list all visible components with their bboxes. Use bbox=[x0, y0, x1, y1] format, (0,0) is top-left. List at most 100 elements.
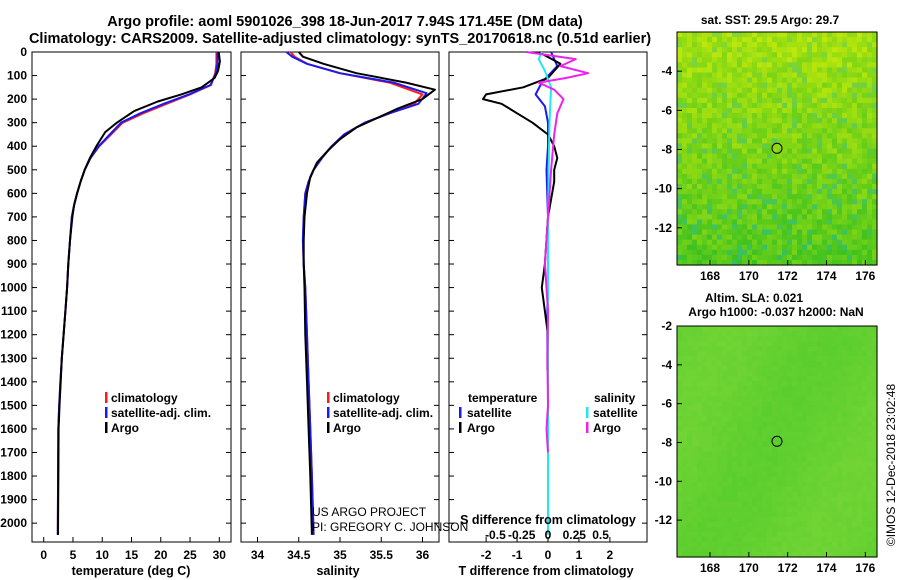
map-cell bbox=[867, 401, 873, 407]
map-cell bbox=[822, 209, 828, 215]
map-cell bbox=[867, 158, 873, 165]
map-cell bbox=[807, 249, 813, 256]
map-cell bbox=[717, 153, 723, 160]
map-cell bbox=[842, 341, 848, 347]
map-cell bbox=[747, 209, 753, 215]
map-cell bbox=[742, 456, 748, 463]
sla-map-title-line2: Argo h1000: -0.037 h2000: NaN bbox=[688, 305, 863, 319]
map-cell bbox=[732, 204, 738, 210]
map-cell bbox=[817, 456, 823, 463]
map-cell bbox=[792, 133, 798, 139]
map-cell bbox=[822, 376, 828, 382]
map-cell bbox=[832, 456, 838, 463]
map-cell bbox=[797, 401, 803, 407]
map-cell bbox=[832, 254, 838, 261]
map-cell bbox=[717, 77, 723, 84]
map-cell bbox=[867, 254, 873, 261]
map-cell bbox=[827, 168, 833, 175]
map-cell bbox=[827, 486, 833, 493]
map-cell bbox=[707, 229, 713, 236]
map-cell bbox=[807, 336, 813, 342]
map-cell bbox=[812, 461, 818, 468]
map-cell bbox=[852, 406, 858, 412]
map-cell bbox=[722, 486, 728, 493]
map-cell bbox=[842, 113, 848, 119]
map-cell bbox=[732, 168, 738, 175]
map-cell bbox=[802, 541, 808, 548]
map-cell bbox=[842, 536, 848, 543]
map-cell bbox=[742, 92, 748, 99]
map-cell bbox=[717, 521, 723, 528]
map-cell bbox=[807, 118, 813, 124]
map-cell bbox=[857, 148, 863, 155]
map-cell bbox=[742, 239, 748, 246]
map-cell bbox=[757, 158, 763, 165]
map-cell bbox=[702, 331, 708, 337]
map-cell bbox=[847, 446, 853, 453]
map-cell bbox=[772, 143, 778, 150]
map-cell bbox=[727, 214, 733, 221]
map-cell bbox=[737, 173, 743, 180]
map-cell bbox=[862, 92, 868, 99]
map-cell bbox=[727, 229, 733, 236]
map-cell bbox=[692, 481, 698, 488]
map-cell bbox=[847, 102, 853, 109]
map-cell bbox=[862, 471, 868, 478]
map-cell bbox=[842, 346, 848, 352]
map-cell bbox=[842, 441, 848, 448]
map-cell bbox=[837, 381, 843, 387]
map-cell bbox=[692, 341, 698, 347]
map-cell bbox=[852, 183, 858, 190]
map-cell bbox=[847, 87, 853, 94]
map-cell bbox=[717, 47, 723, 53]
map-cell bbox=[817, 158, 823, 165]
map-cell bbox=[692, 396, 698, 402]
map-cell bbox=[847, 366, 853, 372]
map-cell bbox=[797, 496, 803, 503]
series-line-satellite-adj-clim- bbox=[285, 51, 428, 535]
map-cell bbox=[782, 123, 788, 129]
map-cell bbox=[802, 138, 808, 145]
map-cell bbox=[857, 189, 863, 195]
map-cell bbox=[792, 426, 798, 433]
legend-label-s-argo: Argo bbox=[593, 421, 621, 435]
map-cell bbox=[782, 128, 788, 134]
map-cell bbox=[687, 356, 693, 362]
map-cell bbox=[717, 32, 723, 38]
map-cell bbox=[832, 361, 838, 367]
map-cell bbox=[692, 546, 698, 553]
map-cell bbox=[692, 441, 698, 448]
map-cell bbox=[707, 199, 713, 205]
map-cell bbox=[702, 143, 708, 150]
map-cell bbox=[712, 214, 718, 221]
map-cell bbox=[792, 431, 798, 438]
map-cell bbox=[687, 37, 693, 43]
map-cell bbox=[822, 431, 828, 438]
map-cell bbox=[717, 516, 723, 523]
map-cell bbox=[802, 249, 808, 256]
map-cell bbox=[762, 461, 768, 468]
map-cell bbox=[812, 37, 818, 43]
map-cell bbox=[692, 376, 698, 382]
map-cell bbox=[772, 194, 778, 200]
map-cell bbox=[792, 148, 798, 155]
map-cell bbox=[687, 541, 693, 548]
map-cell bbox=[837, 356, 843, 362]
map-cell bbox=[807, 326, 813, 332]
map-cell bbox=[822, 254, 828, 261]
map-cell bbox=[707, 102, 713, 109]
map-cell bbox=[797, 546, 803, 553]
map-cell bbox=[702, 118, 708, 124]
map-cell bbox=[762, 92, 768, 99]
map-cell bbox=[767, 476, 773, 483]
map-cell bbox=[737, 451, 743, 458]
map-x-tick-label: 174 bbox=[816, 269, 836, 283]
map-cell bbox=[772, 178, 778, 185]
map-cell bbox=[817, 496, 823, 503]
map-cell bbox=[832, 466, 838, 473]
map-cell bbox=[682, 416, 688, 423]
map-cell bbox=[852, 219, 858, 226]
map-cell bbox=[842, 376, 848, 382]
map-cell bbox=[817, 521, 823, 528]
map-cell bbox=[797, 421, 803, 428]
